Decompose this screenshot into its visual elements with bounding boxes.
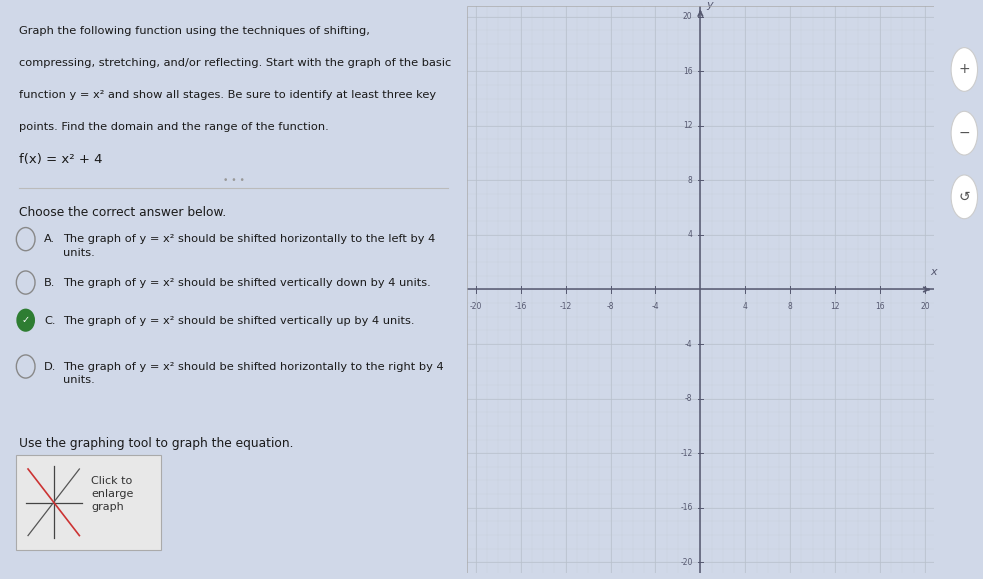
Text: 12: 12 bbox=[683, 122, 693, 130]
Text: 4: 4 bbox=[743, 302, 748, 311]
Text: -16: -16 bbox=[515, 302, 527, 311]
Text: 8: 8 bbox=[688, 176, 693, 185]
Text: +: + bbox=[958, 63, 970, 76]
Text: f(x) = x² + 4: f(x) = x² + 4 bbox=[19, 153, 102, 166]
FancyBboxPatch shape bbox=[17, 455, 161, 550]
Text: ✓: ✓ bbox=[22, 315, 29, 325]
Text: The graph of y = x² should be shifted horizontally to the right by 4
units.: The graph of y = x² should be shifted ho… bbox=[63, 362, 443, 386]
Text: Click to
enlarge
graph: Click to enlarge graph bbox=[91, 476, 134, 512]
Text: The graph of y = x² should be shifted vertically up by 4 units.: The graph of y = x² should be shifted ve… bbox=[63, 316, 415, 325]
Text: The graph of y = x² should be shifted horizontally to the left by 4
units.: The graph of y = x² should be shifted ho… bbox=[63, 234, 435, 258]
Text: 20: 20 bbox=[920, 302, 930, 311]
Text: x: x bbox=[930, 267, 937, 277]
Text: -8: -8 bbox=[685, 394, 693, 403]
Text: The graph of y = x² should be shifted vertically down by 4 units.: The graph of y = x² should be shifted ve… bbox=[63, 278, 431, 288]
Text: 4: 4 bbox=[688, 230, 693, 240]
Text: compressing, stretching, and/or reflecting. Start with the graph of the basic: compressing, stretching, and/or reflecti… bbox=[19, 58, 451, 68]
Text: 16: 16 bbox=[683, 67, 693, 76]
Circle shape bbox=[952, 47, 977, 91]
Text: B.: B. bbox=[44, 278, 56, 288]
Text: 8: 8 bbox=[787, 302, 792, 311]
Text: A.: A. bbox=[44, 234, 55, 244]
Text: -4: -4 bbox=[652, 302, 660, 311]
Text: 20: 20 bbox=[683, 12, 693, 21]
Text: -20: -20 bbox=[680, 558, 693, 567]
Text: Choose the correct answer below.: Choose the correct answer below. bbox=[19, 206, 226, 218]
Text: 12: 12 bbox=[831, 302, 839, 311]
Text: -12: -12 bbox=[680, 449, 693, 457]
Text: ↺: ↺ bbox=[958, 190, 970, 204]
Text: points. Find the domain and the range of the function.: points. Find the domain and the range of… bbox=[19, 122, 328, 131]
Text: -20: -20 bbox=[470, 302, 482, 311]
Text: C.: C. bbox=[44, 316, 56, 325]
Text: -16: -16 bbox=[680, 503, 693, 512]
Text: -12: -12 bbox=[559, 302, 572, 311]
Circle shape bbox=[952, 111, 977, 155]
Text: function y = x² and show all stages. Be sure to identify at least three key: function y = x² and show all stages. Be … bbox=[19, 90, 435, 100]
Text: y: y bbox=[706, 0, 713, 10]
Text: 16: 16 bbox=[875, 302, 885, 311]
Text: Graph the following function using the techniques of shifting,: Graph the following function using the t… bbox=[19, 26, 370, 36]
Text: • • •: • • • bbox=[222, 176, 245, 185]
Text: Use the graphing tool to graph the equation.: Use the graphing tool to graph the equat… bbox=[19, 437, 293, 450]
Text: -8: -8 bbox=[607, 302, 614, 311]
Text: −: − bbox=[958, 126, 970, 140]
Text: -4: -4 bbox=[685, 339, 693, 349]
Circle shape bbox=[952, 175, 977, 219]
Text: D.: D. bbox=[44, 362, 57, 372]
Circle shape bbox=[17, 309, 35, 332]
